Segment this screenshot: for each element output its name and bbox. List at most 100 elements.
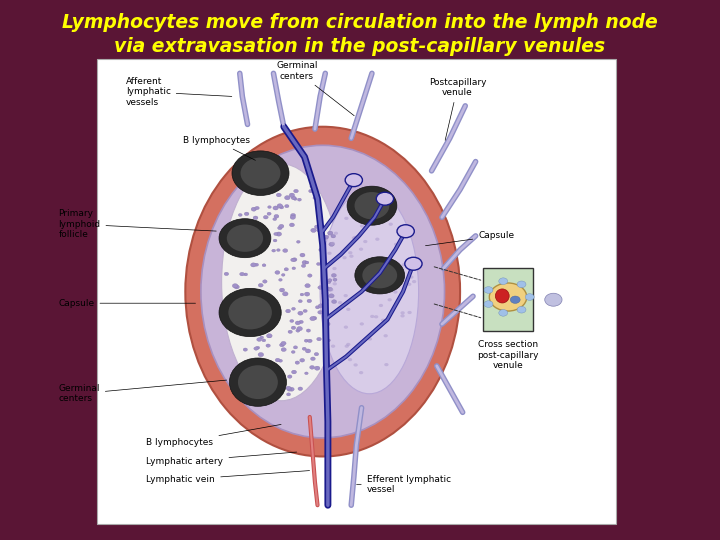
Circle shape [267, 212, 271, 215]
Circle shape [282, 292, 288, 296]
Circle shape [313, 197, 317, 199]
Circle shape [389, 222, 393, 226]
Text: Lymphatic vein: Lymphatic vein [146, 470, 310, 484]
Circle shape [284, 195, 290, 200]
Circle shape [359, 371, 364, 374]
Ellipse shape [228, 295, 272, 329]
Circle shape [312, 316, 317, 320]
Circle shape [409, 275, 413, 279]
Circle shape [279, 206, 284, 209]
Circle shape [244, 212, 249, 215]
Circle shape [334, 232, 338, 235]
Ellipse shape [320, 190, 418, 394]
Circle shape [302, 347, 306, 350]
Ellipse shape [185, 127, 460, 456]
Circle shape [328, 287, 333, 291]
Circle shape [289, 387, 294, 391]
Circle shape [291, 326, 296, 329]
Circle shape [305, 284, 310, 288]
Circle shape [258, 284, 264, 287]
Circle shape [310, 316, 315, 321]
Circle shape [256, 346, 260, 349]
Circle shape [331, 345, 336, 348]
Circle shape [300, 253, 305, 257]
Circle shape [305, 261, 309, 264]
Circle shape [297, 240, 300, 243]
Circle shape [394, 242, 398, 246]
Circle shape [315, 306, 320, 309]
Circle shape [298, 300, 302, 303]
Circle shape [278, 226, 282, 230]
Circle shape [292, 258, 297, 261]
Circle shape [291, 258, 295, 262]
Circle shape [262, 339, 266, 342]
Circle shape [310, 366, 315, 369]
Circle shape [299, 320, 303, 323]
Circle shape [322, 292, 325, 295]
Circle shape [291, 196, 296, 200]
Ellipse shape [227, 225, 263, 252]
Circle shape [325, 312, 329, 315]
Circle shape [289, 320, 294, 322]
Circle shape [499, 278, 508, 285]
Circle shape [302, 264, 306, 267]
Circle shape [490, 283, 527, 311]
Circle shape [274, 232, 278, 235]
Circle shape [356, 345, 360, 348]
Text: Capsule: Capsule [426, 231, 514, 246]
Circle shape [302, 260, 307, 265]
Circle shape [300, 359, 305, 362]
FancyBboxPatch shape [483, 268, 533, 331]
Circle shape [310, 357, 315, 361]
Text: Efferent lymphatic
vessel: Efferent lymphatic vessel [356, 475, 451, 494]
Circle shape [345, 174, 362, 187]
Circle shape [359, 247, 363, 251]
Circle shape [348, 251, 353, 254]
Circle shape [359, 322, 364, 326]
Ellipse shape [362, 262, 397, 288]
Ellipse shape [232, 151, 289, 195]
Circle shape [279, 343, 284, 347]
Circle shape [307, 299, 312, 303]
Circle shape [281, 341, 286, 345]
Circle shape [342, 256, 346, 259]
Circle shape [375, 238, 379, 241]
Circle shape [291, 213, 296, 217]
Circle shape [282, 274, 285, 276]
Ellipse shape [347, 186, 397, 225]
Circle shape [517, 281, 526, 288]
Circle shape [400, 314, 405, 318]
Circle shape [374, 315, 378, 319]
Circle shape [333, 278, 337, 281]
Circle shape [318, 304, 323, 308]
Circle shape [293, 346, 297, 349]
Circle shape [284, 205, 289, 208]
Ellipse shape [219, 219, 271, 258]
Text: B lymphocytes: B lymphocytes [146, 424, 281, 447]
Circle shape [307, 274, 312, 277]
Circle shape [298, 311, 303, 315]
Text: Capsule: Capsule [58, 299, 196, 308]
Circle shape [381, 319, 385, 322]
Circle shape [305, 372, 308, 375]
Circle shape [305, 349, 311, 353]
Circle shape [283, 249, 288, 253]
Circle shape [311, 228, 316, 232]
FancyBboxPatch shape [97, 59, 616, 524]
Circle shape [289, 223, 294, 227]
Circle shape [318, 286, 323, 289]
Circle shape [484, 287, 493, 293]
Circle shape [310, 185, 314, 188]
Circle shape [287, 393, 291, 396]
Circle shape [397, 225, 414, 238]
Circle shape [303, 309, 307, 313]
Circle shape [370, 315, 374, 318]
Circle shape [289, 193, 294, 197]
Ellipse shape [238, 365, 278, 399]
Circle shape [288, 330, 292, 333]
Circle shape [284, 268, 289, 271]
Circle shape [328, 252, 332, 255]
Circle shape [273, 218, 276, 220]
Circle shape [253, 216, 258, 220]
Circle shape [255, 206, 259, 210]
